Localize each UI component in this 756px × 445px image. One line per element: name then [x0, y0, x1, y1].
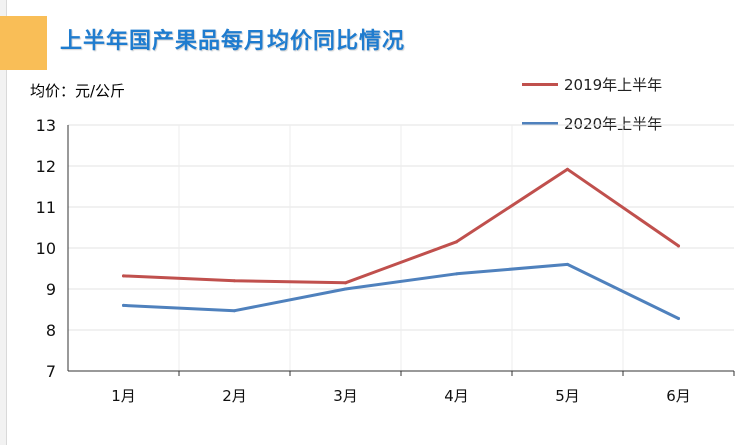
x-tick-label: 1月: [111, 387, 136, 405]
x-tick-label: 2月: [222, 387, 247, 405]
chart-title: 上半年国产果品每月均价同比情况: [60, 29, 406, 54]
y-tick-label: 13: [36, 116, 56, 135]
y-tick-label: 10: [36, 239, 56, 258]
series-line-2019: [122, 167, 680, 285]
x-tick-label: 4月: [444, 387, 469, 405]
legend-label-2020: 2020年上半年: [564, 115, 663, 133]
data-point: [344, 287, 347, 291]
y-tick-label: 7: [46, 362, 56, 381]
data-point: [344, 281, 347, 285]
x-tick-label: 6月: [666, 387, 691, 405]
y-tick-label: 8: [46, 321, 56, 340]
legend-swatch-2020: [522, 122, 558, 125]
y-axis-unit-label: 均价：元/公斤: [30, 82, 126, 100]
data-point: [566, 262, 569, 266]
data-point: [122, 303, 125, 307]
data-point: [233, 309, 236, 313]
x-tick-label: 5月: [555, 387, 580, 405]
legend-label-2019: 2019年上半年: [564, 76, 663, 94]
legend-item-2020: 2020年上半年: [522, 113, 662, 137]
y-tick-label: 9: [46, 280, 56, 299]
series-line-2020: [122, 262, 680, 320]
data-point: [122, 274, 125, 278]
data-point: [677, 317, 680, 321]
window-edge: [0, 0, 7, 445]
legend-swatch-2019: [522, 83, 558, 86]
data-point: [455, 272, 458, 276]
y-tick-label: 12: [36, 157, 56, 176]
x-tick-label: 3月: [333, 387, 358, 405]
data-point: [566, 167, 569, 171]
data-point: [233, 279, 236, 283]
data-point: [677, 244, 680, 248]
legend-item-2019: 2019年上半年: [522, 74, 662, 98]
title-accent-bar: [0, 16, 47, 70]
data-point: [455, 240, 458, 244]
y-tick-label: 11: [36, 198, 56, 217]
